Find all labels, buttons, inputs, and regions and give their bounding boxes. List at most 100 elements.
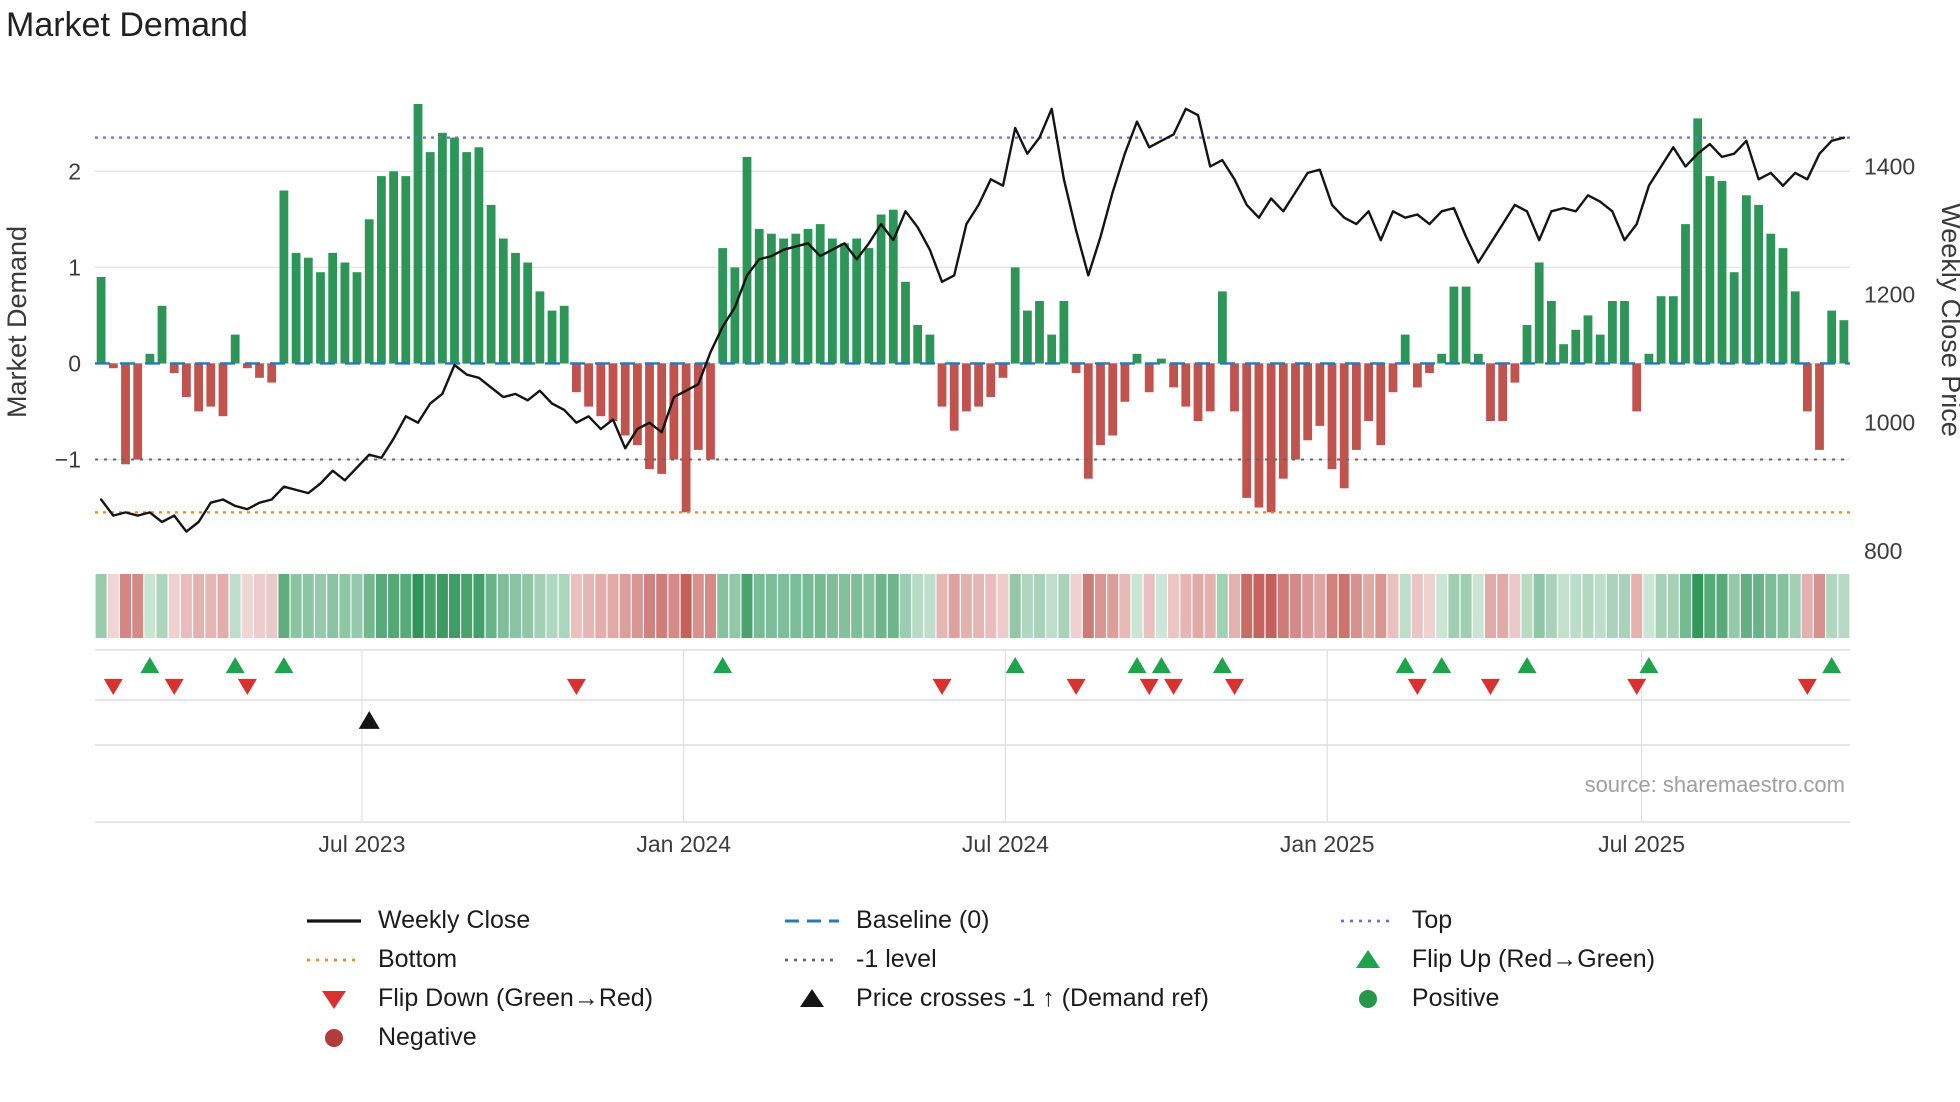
x-tick-label: Jan 2024 [636, 831, 731, 857]
left-tick-label: 1 [68, 254, 81, 280]
demand-bar [779, 238, 788, 364]
demand-bar [742, 156, 752, 364]
demand-bar [1388, 363, 1398, 393]
legend-item-dotted: Bottom [305, 945, 653, 974]
demand-bar [255, 363, 264, 378]
heatmap-cell [1424, 574, 1435, 638]
heatmap-cell [717, 574, 729, 638]
heatmap-cell [1363, 574, 1375, 638]
flip-up-marker [713, 656, 733, 674]
demand-bar [547, 310, 557, 364]
demand-bar [328, 252, 338, 364]
demand-bar [1534, 262, 1544, 364]
demand-bar [1327, 363, 1337, 470]
heatmap-cell [1168, 574, 1180, 638]
legend-label: Price crosses -1 ↑ (Demand ref) [856, 984, 1209, 1012]
demand-bar [1571, 329, 1581, 364]
demand-bar [852, 238, 862, 364]
heatmap-cell [851, 574, 863, 638]
demand-bar [791, 233, 801, 364]
heatmap-cell [1326, 574, 1338, 638]
heatmap-cell [144, 574, 156, 638]
demand-bar [1169, 363, 1178, 388]
heatmap-cell [839, 574, 850, 638]
heatmap-cell [217, 574, 229, 638]
flip-up-marker [1432, 656, 1452, 674]
page-title: Market Demand [6, 6, 248, 44]
demand-bar [1729, 272, 1739, 364]
demand-bar [1205, 363, 1215, 412]
heatmap-cell [351, 574, 363, 638]
left-tick-label: 2 [68, 158, 81, 184]
demand-bar [1827, 310, 1837, 364]
demand-bar [864, 248, 874, 364]
demand-bar [767, 233, 776, 364]
demand-bar [1754, 204, 1763, 364]
legend-item-dashed: Baseline (0) [783, 906, 1209, 935]
demand-bar [803, 228, 813, 364]
heatmap-cell [1728, 574, 1740, 638]
heatmap-cell [363, 574, 375, 638]
right-axis-label: Weekly Close Price [1936, 203, 1960, 437]
heatmap-cell [436, 574, 448, 638]
heatmap-cell [1192, 574, 1204, 638]
demand-bar [608, 363, 618, 421]
demand-bar [949, 363, 959, 431]
heatmap-cell [1509, 574, 1521, 638]
flip-down-marker [1480, 678, 1500, 696]
heatmap-cell [826, 574, 838, 638]
legend-column: Weekly Close Bottom Flip Down (Green→Red) N… [305, 906, 653, 1052]
demand-bar [218, 363, 228, 417]
demand-bar [1498, 363, 1508, 421]
heatmap-cell [229, 574, 241, 638]
legend-item-tri_down: Flip Down (Green→Red) [305, 984, 653, 1013]
heatmap-cell [778, 574, 790, 638]
demand-bar [1449, 286, 1459, 364]
demand-bar [498, 238, 508, 364]
heatmap-cell [327, 574, 339, 638]
flip-up-marker [225, 656, 245, 674]
legend: Weekly Close Bottom Flip Down (Green→Red) N… [0, 906, 1960, 1052]
circle-swatch-icon [324, 1028, 343, 1047]
demand-bar [133, 363, 143, 460]
heatmap-cell [1350, 574, 1362, 638]
legend-label: Bottom [377, 945, 458, 973]
heatmap-cell [132, 574, 144, 638]
flip-down-marker [1139, 678, 1159, 696]
heatmap-cell [1119, 574, 1131, 638]
flip-up-marker [1639, 656, 1659, 674]
heatmap-cell [1594, 574, 1606, 638]
demand-bar [194, 363, 203, 412]
demand-bar [1473, 353, 1483, 364]
heatmap-cell [1826, 574, 1838, 638]
demand-bar [913, 325, 923, 364]
heatmap-cell [1460, 574, 1472, 638]
flip-down-marker [1066, 678, 1086, 696]
heatmap-cell [997, 574, 1009, 638]
heatmap-cell [1241, 574, 1253, 638]
heatmap-cell [875, 574, 887, 638]
heatmap-cell [375, 574, 387, 638]
demand-bar [633, 363, 642, 446]
heatmap-cell [1180, 574, 1192, 638]
legend-item-dotted: Top [1339, 906, 1655, 935]
demand-bar [425, 152, 435, 364]
demand-bar [1242, 363, 1252, 498]
legend-label: Weekly Close [377, 906, 531, 934]
demand-bar [389, 171, 398, 364]
demand-bar [828, 238, 837, 364]
demand-bar [157, 305, 167, 364]
demand-bar [230, 334, 240, 364]
demand-bar [620, 363, 630, 436]
heatmap-cell [1753, 574, 1765, 638]
demand-bar [1376, 363, 1386, 446]
demand-bar [888, 209, 898, 364]
flip-down-marker [1407, 678, 1427, 696]
flip-down-marker [566, 678, 586, 696]
demand-bar [1559, 344, 1568, 364]
demand-bar [559, 305, 569, 364]
legend-label: Flip Up (Red→Green) [1411, 945, 1656, 973]
heatmap-cell [1302, 574, 1314, 638]
heatmap-cell [753, 574, 765, 638]
heatmap-cell [193, 574, 205, 638]
